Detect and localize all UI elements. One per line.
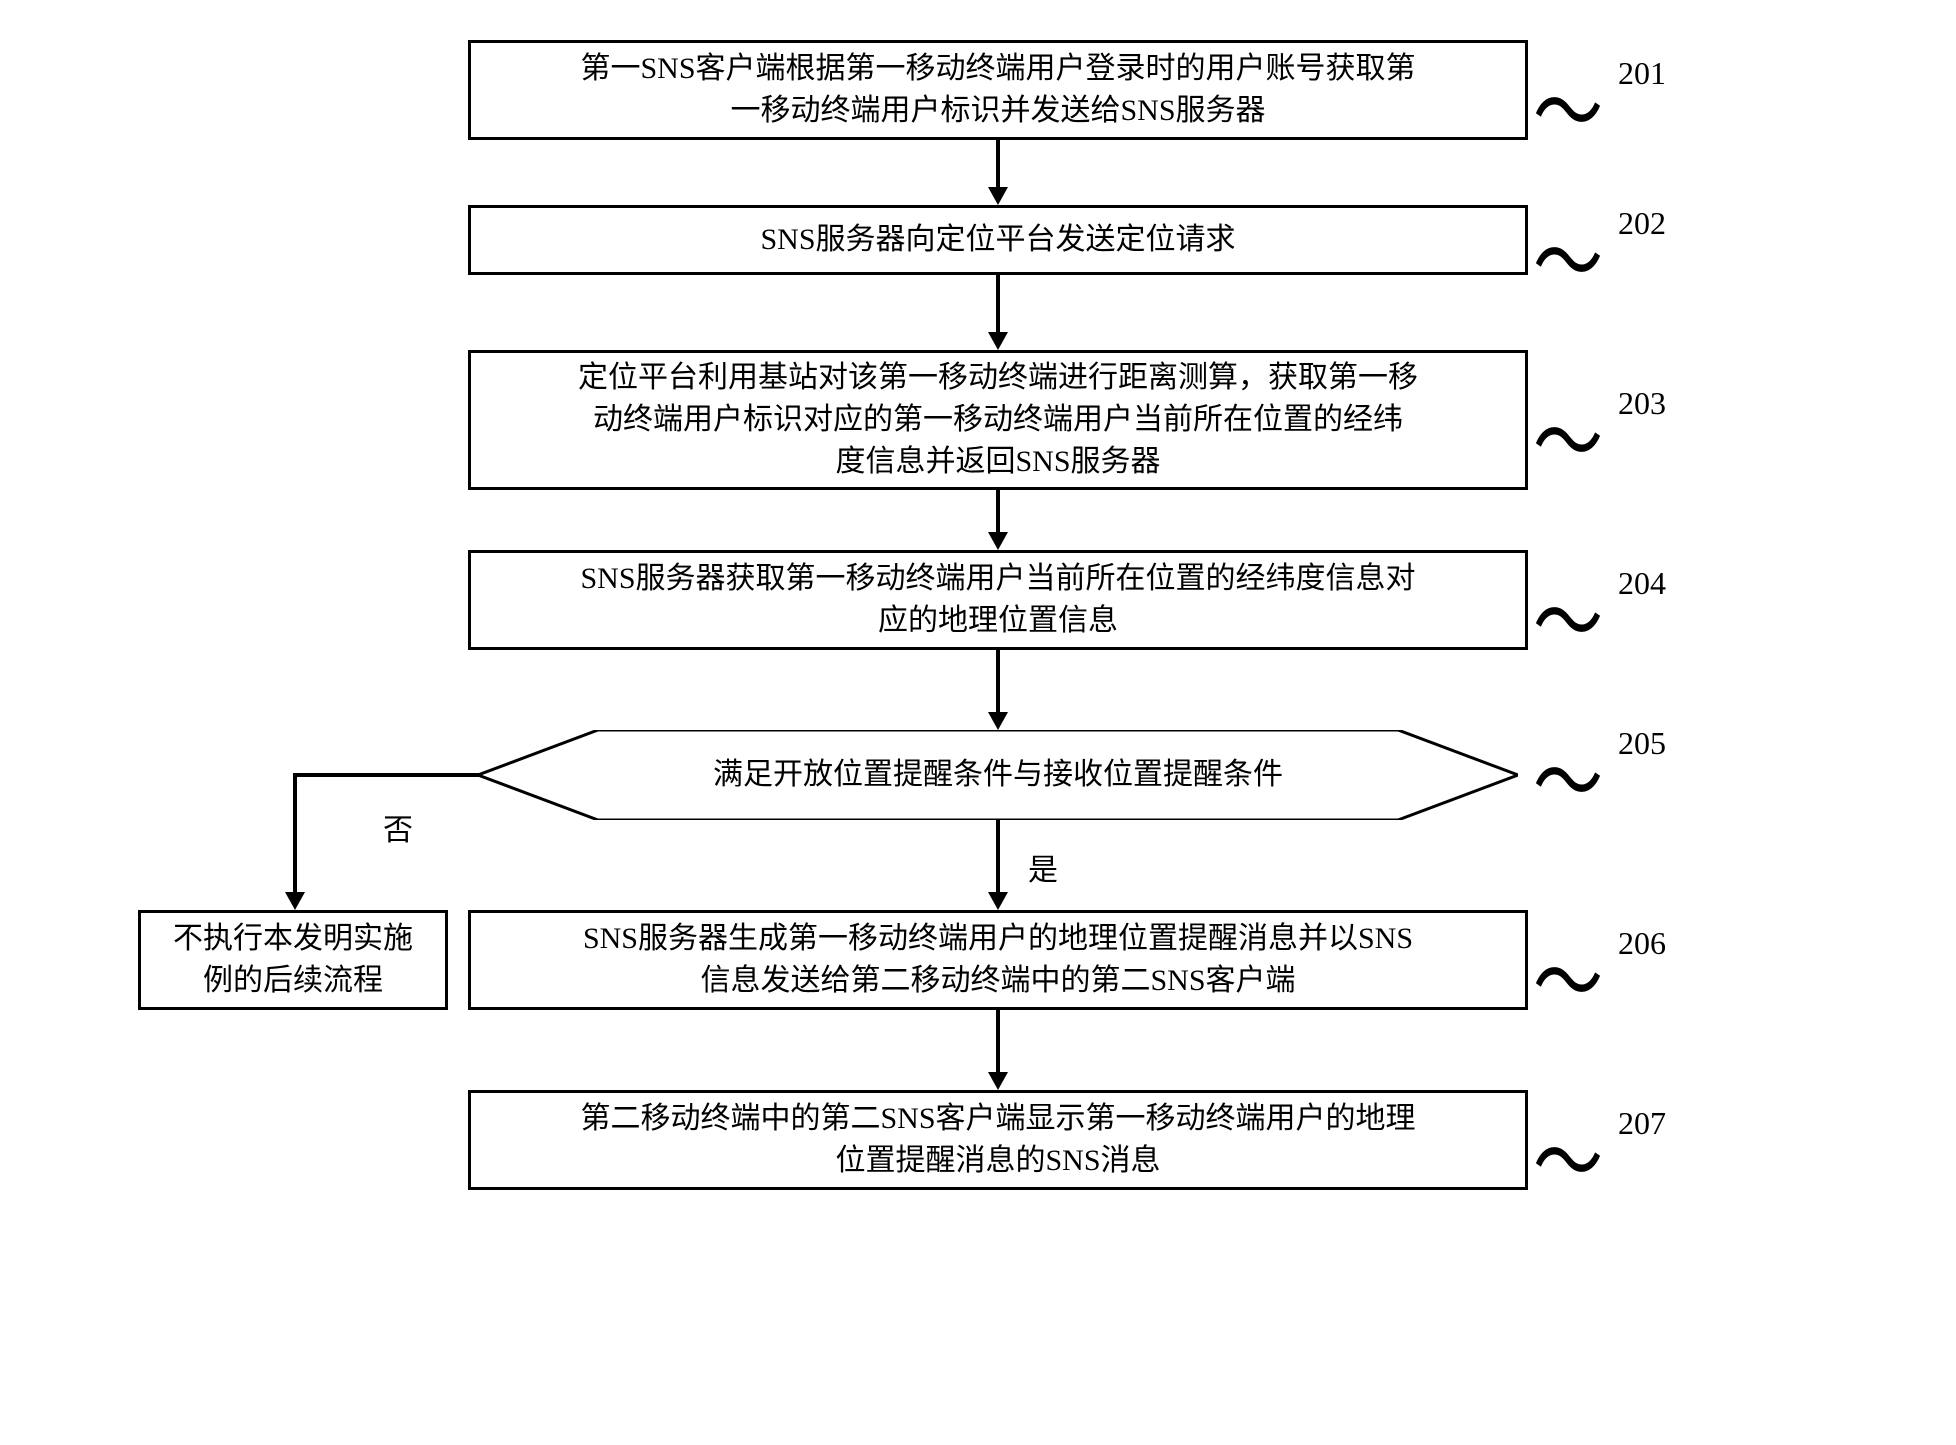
brace-204: 〜: [1533, 550, 1603, 681]
node-206: SNS服务器生成第一移动终端用户的地理位置提醒消息并以SNS信息发送给第二移动终…: [468, 910, 1528, 1010]
node-205-text: 满足开放位置提醒条件与接收位置提醒条件: [713, 754, 1283, 796]
yes-line: [996, 820, 1000, 893]
brace-206: 〜: [1533, 910, 1603, 1041]
label-202: 202: [1618, 205, 1666, 242]
label-207: 207: [1618, 1105, 1666, 1142]
node-203-text: 定位平台利用基站对该第一移动终端进行距离测算，获取第一移动终端用户标识对应的第一…: [578, 357, 1418, 483]
arrowhead-4: [988, 712, 1008, 730]
node-203: 定位平台利用基站对该第一移动终端进行距离测算，获取第一移动终端用户标识对应的第一…: [468, 350, 1528, 490]
arrow-4: [996, 650, 1000, 713]
brace-202: 〜: [1533, 190, 1603, 321]
label-203: 203: [1618, 385, 1666, 422]
node-no-text: 不执行本发明实施例的后续流程: [173, 918, 413, 1002]
arrowhead-3: [988, 532, 1008, 550]
node-201-text: 第一SNS客户端根据第一移动终端用户登录时的用户账号获取第一移动终端用户标识并发…: [580, 48, 1415, 132]
node-206-text: SNS服务器生成第一移动终端用户的地理位置提醒消息并以SNS信息发送给第二移动终…: [583, 918, 1413, 1002]
no-line-v: [293, 773, 297, 893]
edge-label-yes: 是: [1028, 845, 1058, 889]
brace-207: 〜: [1533, 1090, 1603, 1221]
label-201: 201: [1618, 55, 1666, 92]
node-201: 第一SNS客户端根据第一移动终端用户登录时的用户账号获取第一移动终端用户标识并发…: [468, 40, 1528, 140]
brace-203: 〜: [1533, 370, 1603, 501]
arrowhead-1: [988, 187, 1008, 205]
node-202: SNS服务器向定位平台发送定位请求: [468, 205, 1528, 275]
label-206: 206: [1618, 925, 1666, 962]
node-207: 第二移动终端中的第二SNS客户端显示第一移动终端用户的地理位置提醒消息的SNS消…: [468, 1090, 1528, 1190]
arrowhead-6: [988, 1072, 1008, 1090]
arrow-3: [996, 490, 1000, 533]
node-204: SNS服务器获取第一移动终端用户当前所在位置的经纬度信息对应的地理位置信息: [468, 550, 1528, 650]
edge-label-no: 否: [383, 805, 413, 849]
label-205: 205: [1618, 725, 1666, 762]
node-no: 不执行本发明实施例的后续流程: [138, 910, 448, 1010]
yes-arrowhead: [988, 892, 1008, 910]
node-204-text: SNS服务器获取第一移动终端用户当前所在位置的经纬度信息对应的地理位置信息: [580, 558, 1415, 642]
arrow-6: [996, 1010, 1000, 1073]
no-line-h: [293, 773, 481, 777]
arrow-2: [996, 275, 1000, 333]
brace-205: 〜: [1533, 710, 1603, 841]
node-205: 满足开放位置提醒条件与接收位置提醒条件: [478, 730, 1518, 820]
arrowhead-2: [988, 332, 1008, 350]
no-arrowhead: [285, 892, 305, 910]
label-204: 204: [1618, 565, 1666, 602]
arrow-1: [996, 140, 1000, 188]
node-202-text: SNS服务器向定位平台发送定位请求: [760, 219, 1235, 261]
node-207-text: 第二移动终端中的第二SNS客户端显示第一移动终端用户的地理位置提醒消息的SNS消…: [580, 1098, 1415, 1182]
brace-201: 〜: [1533, 40, 1603, 171]
